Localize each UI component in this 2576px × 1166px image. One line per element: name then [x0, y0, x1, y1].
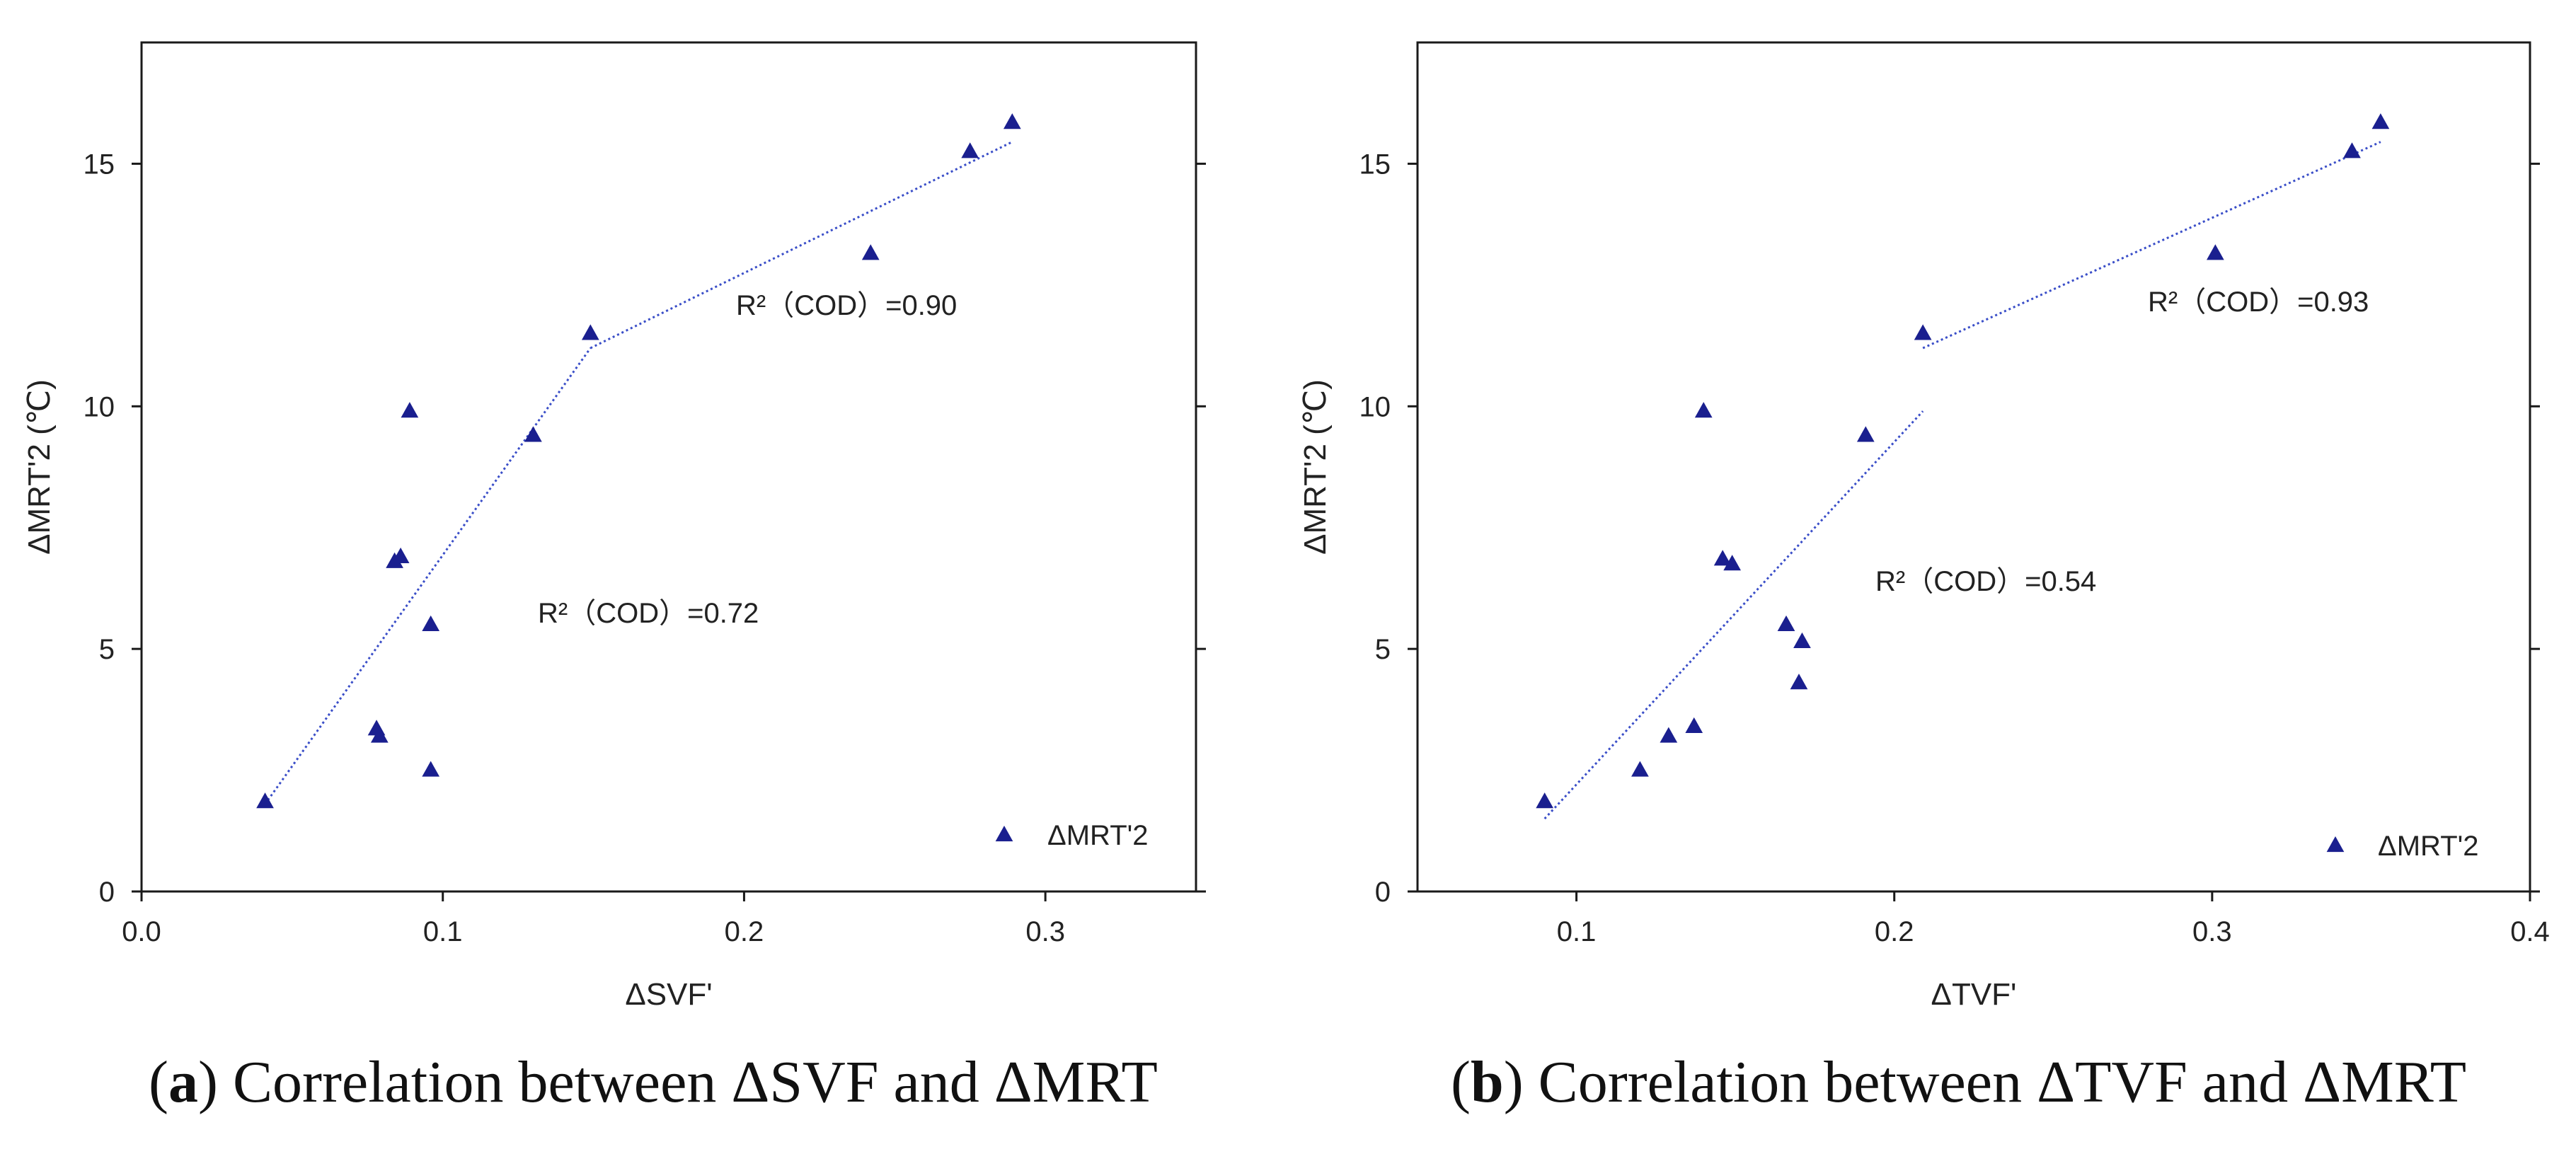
y-tick-label: 5 — [99, 634, 115, 665]
data-point — [1003, 113, 1021, 129]
caption-b-letter: b — [1470, 1049, 1504, 1115]
caption-a-paren: ( — [149, 1049, 168, 1115]
data-point — [401, 402, 419, 418]
data-point — [961, 142, 979, 158]
data-point — [1713, 550, 1732, 566]
data-point — [1685, 717, 1703, 733]
x-tick-label: 0.2 — [1875, 916, 1914, 947]
plot-frame — [1416, 41, 2531, 893]
data-point — [1631, 761, 1649, 777]
data-point — [1660, 727, 1678, 743]
x-axis-label: ΔTVF' — [1931, 977, 2017, 1012]
data-point — [256, 792, 274, 809]
x-axis-label: ΔSVF' — [625, 977, 712, 1012]
data-point — [1694, 402, 1713, 418]
chart-b: 0.1 0.2 0.3 0.4 0 5 10 15 ΔTVF' ΔMRT'2 (℃) R²（COD）… — [1298, 41, 2550, 1012]
legend-label: ΔMRT'2 — [1047, 820, 1149, 851]
fit-line — [264, 347, 592, 805]
fit-line — [590, 141, 1013, 350]
data-point — [2343, 142, 2361, 158]
data-point — [1723, 555, 1742, 571]
caption-b-paren: ( — [1451, 1049, 1471, 1115]
data-point — [2206, 244, 2224, 260]
y-tick-label: 15 — [1359, 149, 1391, 180]
legend-label: ΔMRT'2 — [2378, 831, 2479, 862]
caption-a: (a) Correlation between ΔSVF and ΔMRT — [149, 1051, 1158, 1114]
y-tick-label: 0 — [99, 877, 115, 908]
x-tick-label: 0.1 — [423, 916, 463, 947]
data-point — [422, 761, 440, 777]
data-point — [2371, 113, 2390, 129]
x-tick-label: 0.1 — [1557, 916, 1597, 947]
chart-a: 0.0 0.1 0.2 0.3 0 5 10 15 ΔSVF' ΔMRT'2 (℃) R²（COD）… — [22, 41, 1206, 1012]
data-point — [1914, 324, 1932, 340]
caption-a-letter: a — [168, 1049, 198, 1115]
legend-marker — [2326, 836, 2345, 853]
data-point — [1536, 792, 1554, 809]
y-axis-label: ΔMRT'2 (℃) — [22, 379, 57, 555]
caption-b-text: ) Correlation between ΔTVF and ΔMRT — [1503, 1049, 2467, 1115]
data-point — [370, 727, 389, 743]
x-tick-label: 0.0 — [122, 916, 161, 947]
fit-r2-label: R²（COD）=0.93 — [2148, 287, 2369, 318]
data-point — [391, 547, 410, 563]
caption-a-text: ) Correlation between ΔSVF and ΔMRT — [197, 1049, 1158, 1115]
data-point — [524, 426, 542, 442]
legend-marker — [995, 826, 1013, 842]
data-point — [861, 244, 880, 260]
fit-r2-label: R²（COD）=0.72 — [538, 598, 759, 629]
plot-frame — [140, 41, 1197, 893]
data-point — [581, 324, 599, 340]
y-tick-label: 0 — [1375, 877, 1391, 908]
data-point — [422, 615, 440, 631]
fit-r2-label: R²（COD）=0.54 — [1875, 566, 2096, 597]
x-tick-label: 0.3 — [2192, 916, 2232, 947]
y-tick-label: 5 — [1375, 634, 1391, 665]
x-tick-label: 0.3 — [1025, 916, 1065, 947]
data-point — [1856, 426, 1875, 442]
y-tick-label: 10 — [84, 391, 115, 422]
data-point — [1793, 632, 1811, 648]
fit-r2-label: R²（COD）=0.90 — [736, 290, 957, 321]
y-axis-label: ΔMRT'2 (℃) — [1298, 379, 1333, 555]
data-point — [1777, 615, 1795, 631]
fit-line — [1543, 410, 1924, 820]
y-tick-label: 10 — [1359, 391, 1391, 422]
x-tick-label: 0.4 — [2510, 916, 2550, 947]
caption-b: (b) Correlation between ΔTVF and ΔMRT — [1451, 1051, 2466, 1114]
x-tick-label: 0.2 — [725, 916, 764, 947]
data-point — [1790, 674, 1808, 690]
y-tick-label: 15 — [84, 149, 115, 180]
